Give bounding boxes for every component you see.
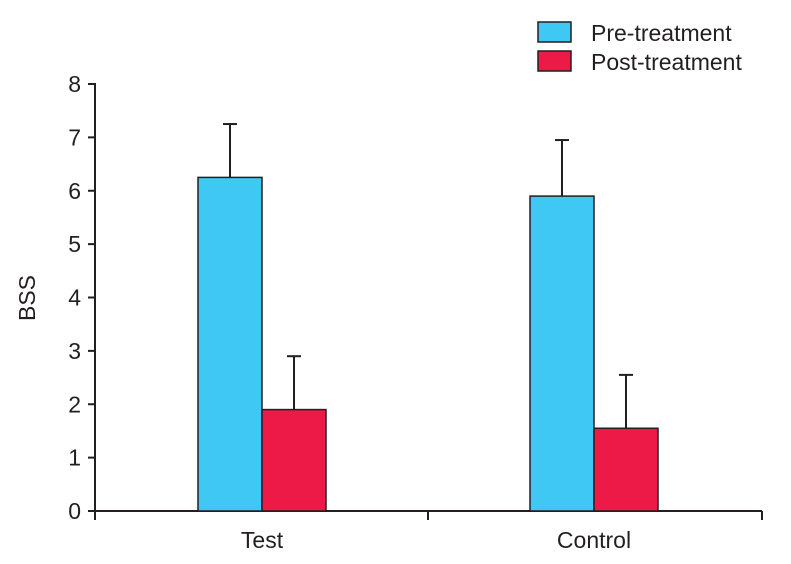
y-tick-label: 6 bbox=[68, 178, 81, 204]
bar-pre-treatment-test bbox=[197, 176, 263, 512]
bar-post-treatment-test bbox=[261, 408, 327, 512]
y-axis-title: BSS bbox=[14, 275, 40, 321]
x-category-label: Test bbox=[241, 527, 284, 553]
bar-pre-treatment-control bbox=[529, 195, 595, 512]
y-tick-label: 2 bbox=[68, 391, 81, 417]
y-tick-label: 5 bbox=[68, 231, 81, 257]
bar-post-treatment-control bbox=[593, 427, 659, 512]
y-tick-label: 1 bbox=[68, 445, 81, 471]
legend-label: Pre-treatment bbox=[591, 20, 732, 46]
legend-label: Post-treatment bbox=[591, 49, 742, 75]
x-category-label: Control bbox=[557, 527, 631, 553]
y-tick-label: 7 bbox=[68, 124, 81, 150]
legend-swatch bbox=[537, 50, 572, 72]
y-tick-label: 8 bbox=[68, 71, 81, 97]
y-tick-label: 0 bbox=[68, 498, 81, 524]
legend-swatch bbox=[537, 21, 572, 43]
y-tick-label: 3 bbox=[68, 338, 81, 364]
plot-area: 0 1 2 3 4 5 6 7 8 Test Control bbox=[68, 71, 763, 553]
legend: Pre-treatment Post-treatment bbox=[537, 20, 742, 75]
y-tick-label: 4 bbox=[68, 285, 81, 311]
